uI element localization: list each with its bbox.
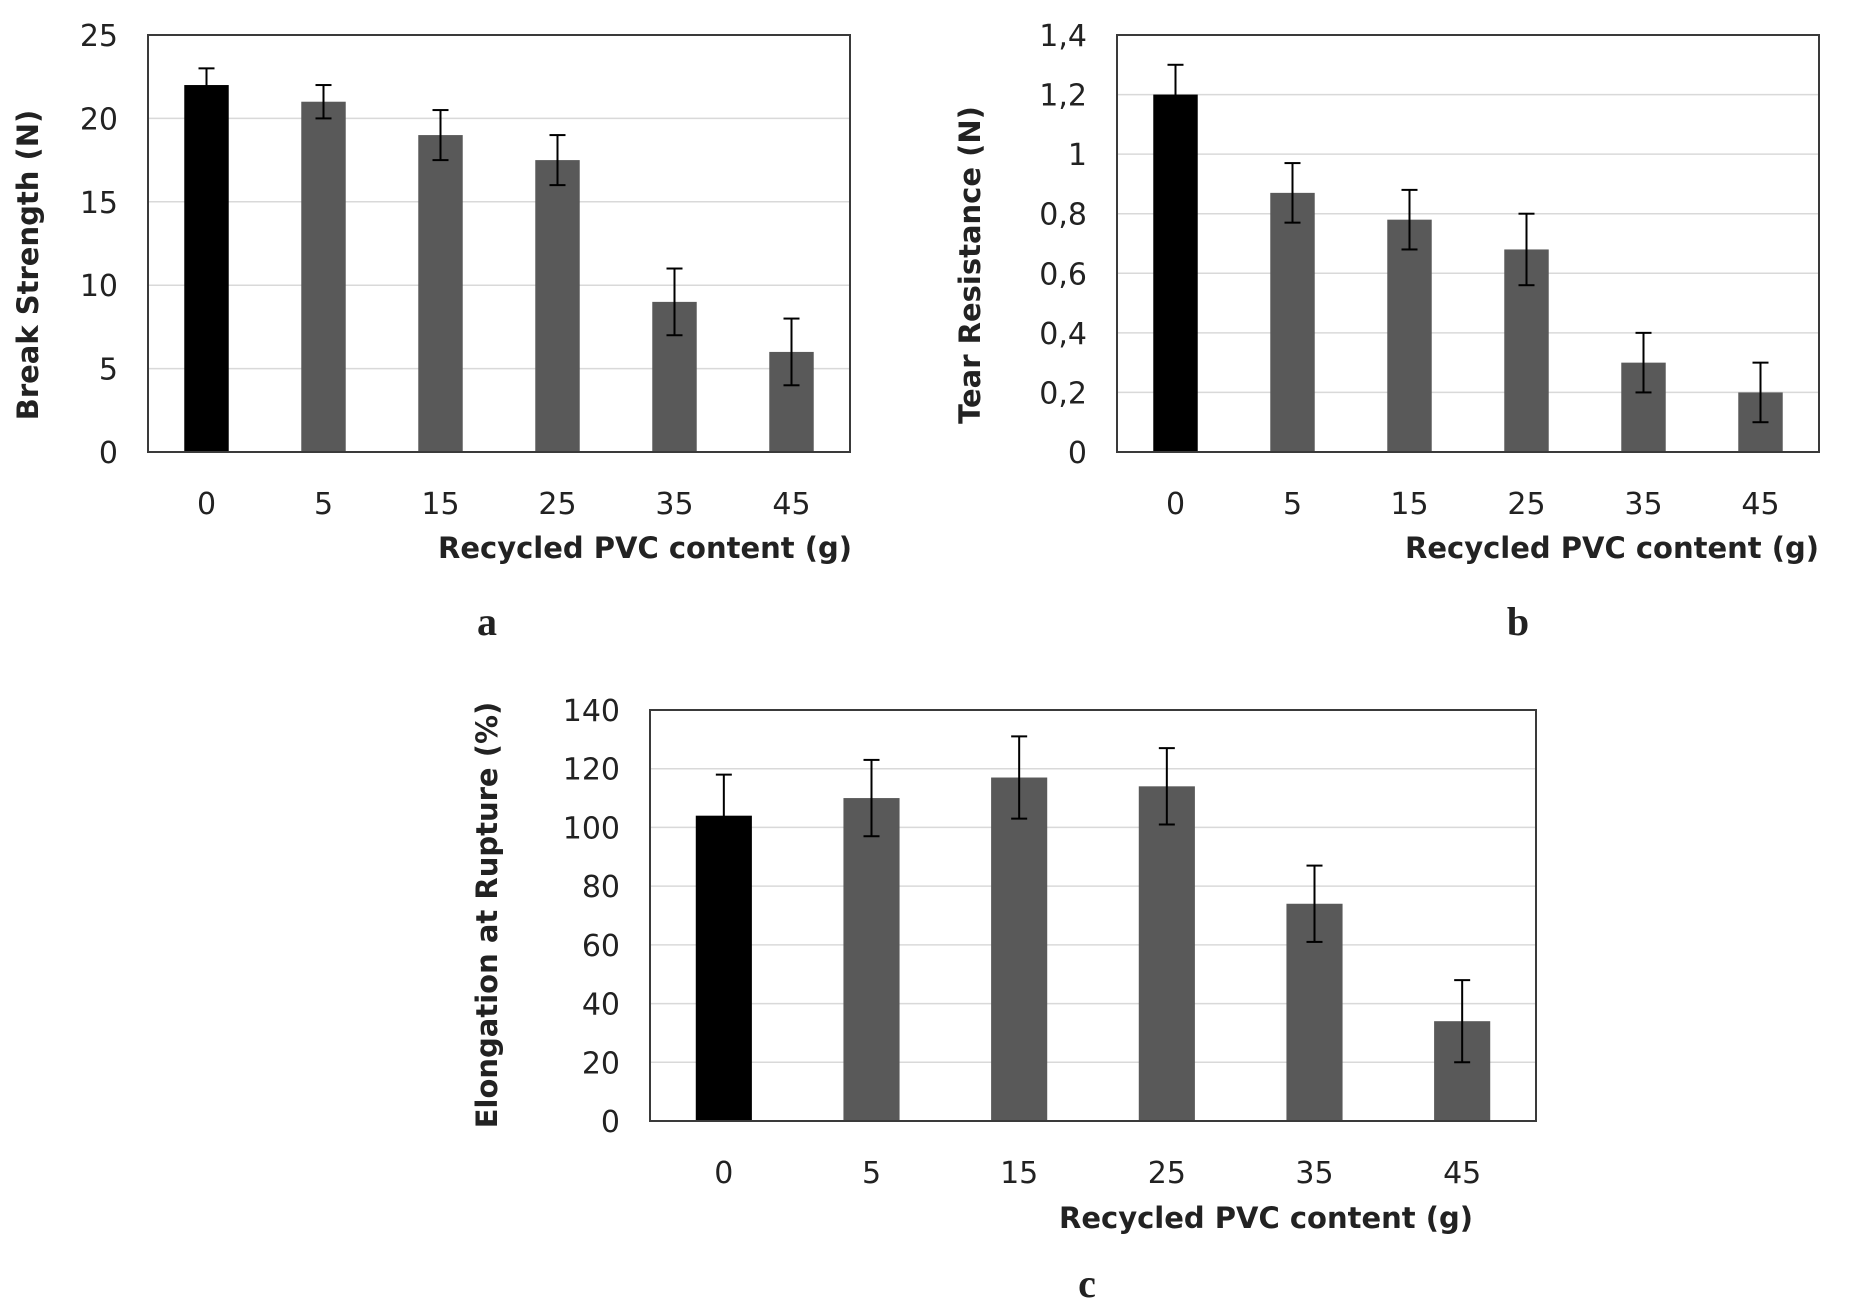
- y-axis-title: Elongation at Rupture (%): [470, 702, 504, 1129]
- panel-label: b: [1507, 599, 1529, 644]
- y-axis-title: Break Strength (N): [11, 110, 45, 421]
- bar: [695, 815, 752, 1121]
- x-tick-label: 5: [1283, 487, 1302, 522]
- bar: [1138, 786, 1195, 1121]
- y-tick-label: 20: [582, 1046, 620, 1081]
- x-axis-title: Recycled PVC content (g): [1059, 1201, 1473, 1235]
- y-tick-label: 20: [80, 102, 118, 137]
- y-tick-label: 0,6: [1039, 257, 1087, 292]
- y-tick-label: 1: [1068, 138, 1087, 173]
- x-tick-label: 15: [1390, 487, 1428, 522]
- x-tick-label: 15: [1000, 1156, 1038, 1191]
- y-tick-label: 25: [80, 19, 118, 54]
- x-tick-label: 45: [772, 487, 810, 522]
- bar: [1153, 94, 1198, 453]
- bar: [1270, 192, 1315, 452]
- x-tick-label: 0: [197, 487, 216, 522]
- x-tick-label: 5: [862, 1156, 881, 1191]
- panel-label: c: [1078, 1261, 1096, 1306]
- x-tick-label: 45: [1741, 487, 1779, 522]
- x-tick-label: 25: [538, 487, 576, 522]
- bar: [535, 160, 580, 452]
- plot-frame: [1116, 34, 1820, 453]
- bar: [301, 101, 346, 452]
- y-tick-label: 120: [563, 753, 620, 788]
- x-tick-label: 25: [1507, 487, 1545, 522]
- y-tick-label: 0,4: [1039, 317, 1087, 352]
- bar: [1387, 219, 1432, 452]
- y-tick-label: 1,2: [1039, 79, 1087, 114]
- plot-frame: [649, 709, 1537, 1122]
- chart-panel-c: 0 20 40 60 80 100 120 140 0 5 15 25 35 45 Recycled PVC…: [470, 694, 1537, 1306]
- y-tick-label: 0,2: [1039, 376, 1087, 411]
- x-tick-label: 0: [1166, 487, 1185, 522]
- x-tick-label: 15: [421, 487, 459, 522]
- x-axis-title: Recycled PVC content (g): [1405, 531, 1819, 565]
- y-tick-label: 10: [80, 269, 118, 304]
- y-tick-label: 0: [601, 1105, 620, 1140]
- chart-panel-a: 0 5 10 15 20 25 0 5 15 25 35 45 Recycled PVC content…: [11, 19, 852, 644]
- panel-label: a: [477, 599, 497, 644]
- bar: [991, 777, 1048, 1121]
- bar: [843, 798, 900, 1121]
- y-tick-label: 0: [1068, 436, 1087, 471]
- bar: [418, 135, 463, 452]
- y-tick-label: 80: [582, 870, 620, 905]
- x-tick-label: 35: [655, 487, 693, 522]
- y-tick-label: 140: [563, 694, 620, 729]
- x-tick-label: 5: [314, 487, 333, 522]
- y-tick-label: 40: [582, 988, 620, 1023]
- x-tick-label: 35: [1295, 1156, 1333, 1191]
- x-tick-label: 35: [1624, 487, 1662, 522]
- y-tick-label: 1,4: [1039, 19, 1087, 54]
- chart-panel-b: 0 0,2 0,4 0,6 0,8 1 1,2 1,4 0 5 15 25 35 45 Recycled P…: [953, 19, 1820, 644]
- plot-frame: [147, 34, 851, 453]
- y-axis-title: Tear Resistance (N): [953, 106, 987, 424]
- y-tick-label: 60: [582, 929, 620, 964]
- x-tick-label: 0: [714, 1156, 733, 1191]
- x-axis-title: Recycled PVC content (g): [438, 531, 852, 565]
- y-tick-label: 0,8: [1039, 198, 1087, 233]
- y-tick-label: 15: [80, 186, 118, 221]
- y-tick-label: 100: [563, 811, 620, 846]
- x-tick-label: 25: [1148, 1156, 1186, 1191]
- y-tick-label: 5: [99, 353, 118, 388]
- x-tick-label: 45: [1443, 1156, 1481, 1191]
- y-tick-label: 0: [99, 436, 118, 471]
- bar: [184, 85, 229, 452]
